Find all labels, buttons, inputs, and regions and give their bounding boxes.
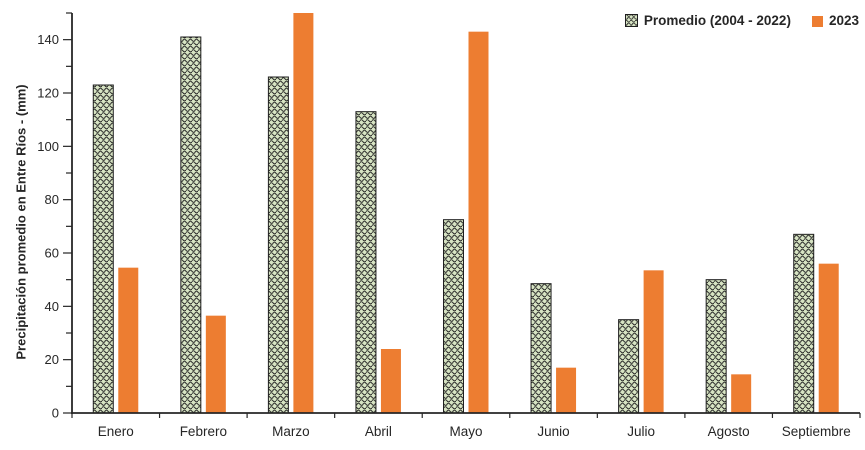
bar-2023-julio bbox=[643, 270, 664, 413]
y-tick-label: 60 bbox=[45, 246, 59, 261]
bar-2023-febrero bbox=[205, 315, 226, 413]
x-category-label: Septiembre bbox=[782, 424, 851, 439]
y-tick-label: 20 bbox=[45, 352, 59, 367]
y-axis-title: Precipitación promedio en Entre Ríos - (… bbox=[13, 84, 29, 360]
x-category-label: Junio bbox=[537, 424, 569, 439]
y-tick-label: 120 bbox=[37, 86, 59, 101]
x-category-label: Julio bbox=[627, 424, 655, 439]
bar-2023-mayo bbox=[468, 31, 489, 414]
bar-promedio-abril bbox=[355, 111, 377, 414]
y-tick-label: 40 bbox=[45, 299, 59, 314]
legend-swatch-promedio-icon bbox=[624, 14, 638, 27]
legend-item-2023: 2023 bbox=[811, 13, 859, 28]
y-tick-label: 100 bbox=[37, 139, 59, 154]
legend: Promedio (2004 - 2022) 2023 bbox=[624, 13, 859, 28]
bar-promedio-julio bbox=[618, 319, 640, 414]
bar-2023-abril bbox=[380, 349, 401, 413]
bar-2023-agosto bbox=[731, 374, 752, 413]
legend-item-promedio: Promedio (2004 - 2022) bbox=[624, 13, 791, 28]
bar-2023-marzo bbox=[293, 13, 314, 413]
legend-swatch-rect bbox=[624, 14, 638, 27]
y-tick-label: 140 bbox=[37, 32, 59, 47]
bar-promedio-marzo bbox=[267, 76, 289, 414]
bar-promedio-enero bbox=[92, 84, 114, 414]
x-category-label: Marzo bbox=[272, 424, 310, 439]
legend-label-promedio: Promedio (2004 - 2022) bbox=[643, 13, 791, 28]
bar-promedio-febrero bbox=[180, 36, 202, 414]
bar-promedio-septiembre bbox=[793, 233, 815, 414]
x-category-label: Mayo bbox=[449, 424, 482, 439]
bar-promedio-mayo bbox=[443, 219, 464, 414]
y-tick-label: 0 bbox=[52, 406, 59, 421]
x-category-label: Enero bbox=[98, 424, 134, 439]
x-category-label: Febrero bbox=[180, 424, 227, 439]
legend-swatch-2023-icon bbox=[811, 15, 823, 27]
bar-2023-junio bbox=[556, 367, 577, 413]
x-category-label: Abril bbox=[365, 424, 392, 439]
y-tick-label: 80 bbox=[45, 192, 59, 207]
x-category-label: Agosto bbox=[708, 424, 750, 439]
bar-2023-septiembre bbox=[818, 263, 839, 413]
bar-2023-enero bbox=[118, 267, 139, 413]
bar-promedio-agosto bbox=[705, 279, 727, 414]
bar-promedio-junio bbox=[530, 283, 552, 414]
legend-label-2023: 2023 bbox=[828, 13, 859, 28]
